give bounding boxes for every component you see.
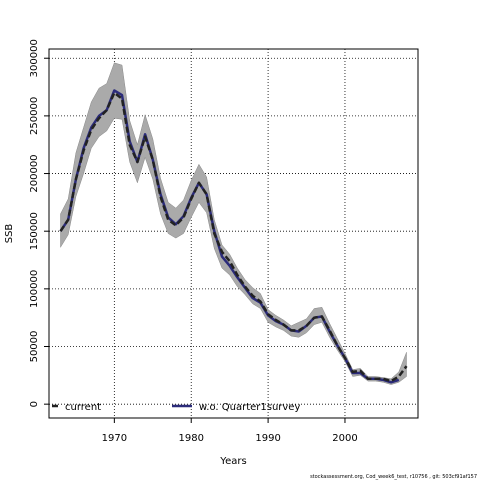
series-lines: [59, 89, 408, 384]
confidence-band: [60, 62, 407, 385]
y-tick-label: 300000: [29, 39, 40, 77]
y-axis-title: SSB: [4, 224, 15, 244]
y-tick-label: 50000: [29, 331, 40, 363]
y-axis: 0 50000 100000 150000 200000 250000 300000: [29, 39, 49, 407]
legend: current w.o. Quarter1survey: [52, 402, 300, 413]
series-line-0: [59, 91, 408, 383]
footer-credit: stockassessment.org, Cod_week6_test, r10…: [310, 474, 477, 480]
y-tick-label: 200000: [29, 154, 40, 192]
x-tick-label: 2000: [332, 433, 357, 444]
legend-label-w-o-quarter1survey: w.o. Quarter1survey: [199, 402, 300, 413]
x-tick-label: 1970: [102, 433, 127, 444]
y-tick-label: 250000: [29, 97, 40, 135]
y-tick-label: 150000: [29, 212, 40, 250]
series-line-1: [59, 89, 400, 384]
y-tick-label: 100000: [29, 270, 40, 308]
x-axis-title: Years: [219, 456, 246, 467]
x-axis: 1970 1980 1990 2000: [102, 418, 358, 444]
y-tick-label: 0: [29, 401, 40, 407]
x-tick-label: 1990: [255, 433, 280, 444]
legend-label-current: current: [65, 402, 101, 413]
x-tick-label: 1980: [178, 433, 203, 444]
plot-frame: [48, 48, 419, 419]
